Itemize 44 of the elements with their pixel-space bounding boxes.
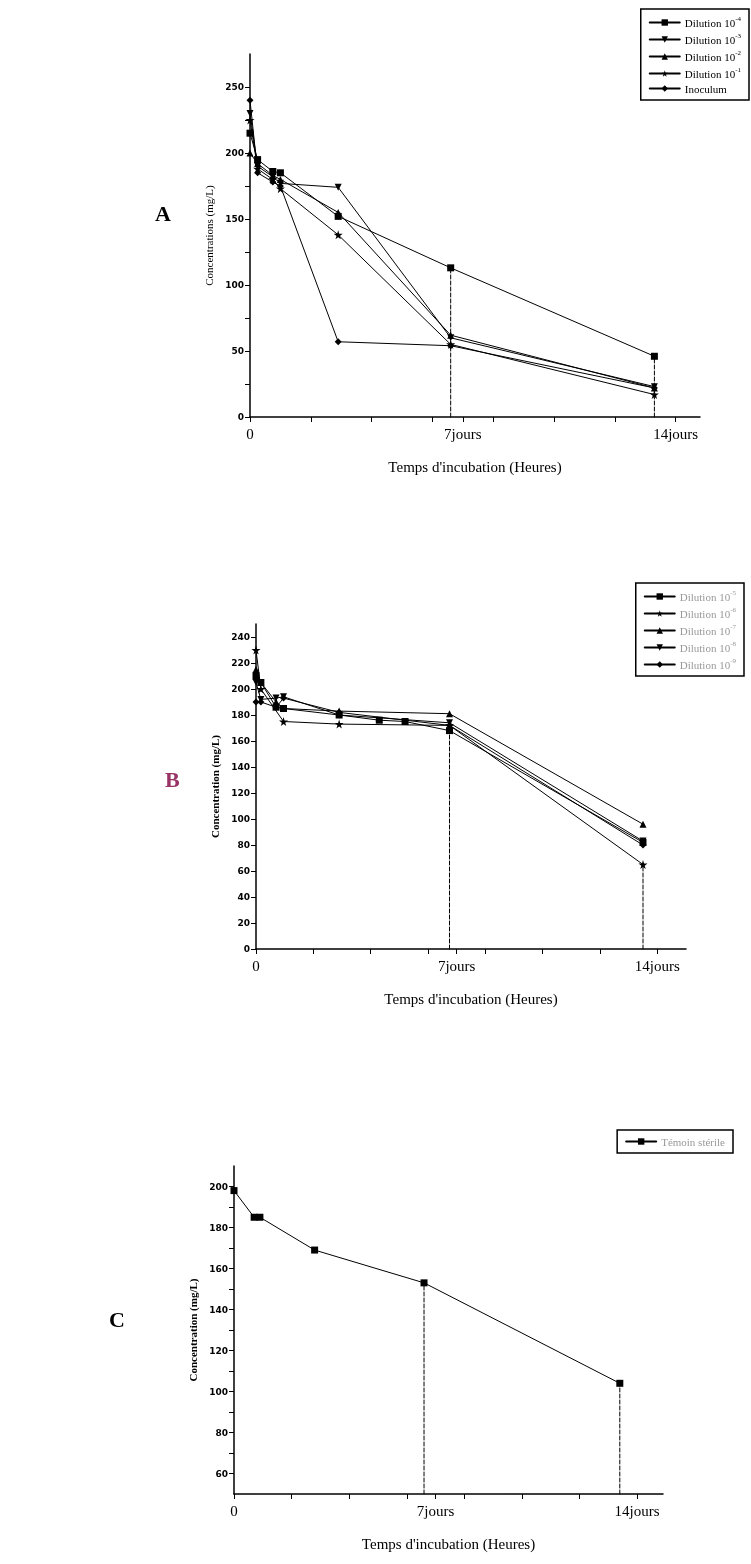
x-tick-label: 7jours — [416, 1502, 455, 1519]
y-tick-label: 120 — [231, 788, 250, 798]
y-tick-label: 200 — [225, 148, 244, 158]
x-tick-label: 14jours — [653, 425, 699, 442]
y-axis-title: Concentrations (mg/L) — [202, 184, 216, 286]
y-tick-label: 180 — [231, 710, 250, 720]
y-tick-label: 80 — [237, 840, 250, 850]
legend-label: Inoculum — [684, 82, 728, 95]
y-tick-label: 40 — [237, 892, 250, 902]
y-tick-label: 100 — [231, 814, 250, 824]
y-tick-label: 50 — [231, 346, 244, 356]
y-tick-label: 60 — [237, 866, 250, 876]
y-tick-label: 180 — [209, 1222, 228, 1233]
y-tick-label: 200 — [209, 1181, 228, 1192]
y-tick-label: 240 — [231, 632, 250, 642]
y-axis-title: Concentration (mg/L) — [208, 734, 222, 838]
y-tick-label: 140 — [231, 762, 250, 772]
y-tick-label: 60 — [215, 1468, 228, 1479]
x-tick-label: 7jours — [437, 957, 476, 974]
x-axis-title: Temps d'incubation (Heures) — [361, 1535, 536, 1553]
legend-label: Témoin stérile — [661, 1135, 726, 1148]
y-tick-label: 150 — [225, 214, 244, 224]
y-tick-label: 200 — [231, 684, 250, 694]
x-axis-title: Temps d'incubation (Heures) — [384, 990, 558, 1008]
y-tick-label: 80 — [215, 1427, 228, 1438]
text: B — [165, 766, 180, 792]
y-tick-label: 160 — [209, 1263, 228, 1274]
y-tick-label: 0 — [243, 944, 250, 954]
y-tick-label: 100 — [209, 1386, 228, 1397]
x-tick-label: 7jours — [444, 425, 482, 442]
y-axis-title: Concentration (mg/L) — [186, 1278, 200, 1382]
y-tick-label: 220 — [231, 658, 250, 668]
y-tick-label: 120 — [209, 1345, 228, 1356]
text: C — [109, 1306, 125, 1332]
y-tick-label: 140 — [209, 1304, 228, 1315]
y-tick-label: 0 — [237, 412, 244, 422]
y-tick-label: 100 — [225, 280, 244, 290]
x-tick-label: 14jours — [614, 1502, 660, 1519]
y-tick-label: 250 — [225, 82, 244, 92]
y-tick-label: 160 — [231, 736, 250, 746]
x-axis-title: Temps d'incubation (Heures) — [388, 458, 562, 476]
y-tick-label: 20 — [237, 918, 250, 928]
text: A — [155, 200, 171, 226]
x-tick-label: 14jours — [634, 957, 680, 974]
